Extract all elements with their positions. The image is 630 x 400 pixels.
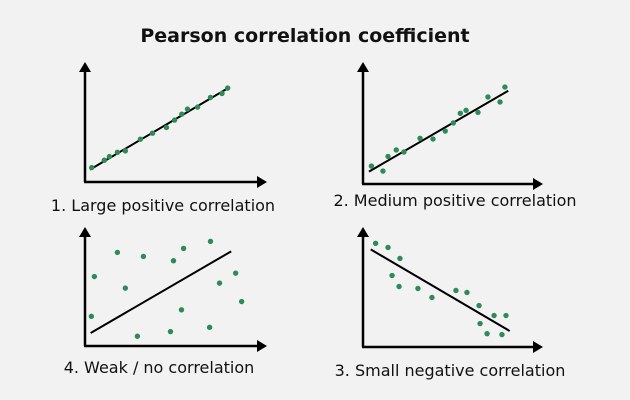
weak-data-point — [91, 273, 98, 280]
weak-x-arrow-icon — [257, 340, 267, 352]
large-positive-data-point — [194, 104, 201, 110]
weak-data-point — [238, 298, 245, 305]
small-negative-data-point — [453, 287, 459, 294]
weak-fit-line — [90, 250, 232, 334]
weak-data-point — [178, 307, 185, 313]
large-positive-y-arrow-icon — [79, 62, 91, 72]
weak-data-point — [206, 324, 213, 331]
small-negative-y-arrow-icon — [357, 227, 369, 237]
large-positive-fit-line — [89, 87, 228, 171]
small-negative-data-point — [372, 240, 379, 247]
medium-positive-x-arrow-icon — [533, 178, 543, 190]
small-negative-data-point — [476, 302, 482, 309]
panel-label-weak: 4. Weak / no correlation — [64, 358, 255, 377]
weak-data-point — [140, 253, 147, 260]
medium-positive-data-point — [417, 135, 423, 142]
panel-label-small-negative: 3. Small negative correlation — [335, 361, 566, 380]
large-positive-data-point — [89, 164, 95, 171]
large-positive-data-point — [106, 153, 113, 160]
medium-positive-data-point — [502, 84, 508, 90]
medium-positive-data-point — [475, 109, 481, 116]
panel-label-medium-positive: 2. Medium positive correlation — [333, 191, 576, 210]
large-positive-data-point — [101, 157, 107, 163]
small-negative-data-point — [415, 285, 421, 292]
medium-positive-data-point — [430, 136, 436, 142]
medium-positive-data-point — [380, 168, 386, 174]
large-positive-x-arrow-icon — [257, 176, 267, 188]
small-negative-fit-line — [370, 248, 511, 332]
weak-data-point — [232, 270, 239, 276]
weak-data-point — [207, 238, 214, 245]
weak-data-point — [114, 249, 121, 256]
medium-positive-data-point — [485, 94, 491, 100]
medium-positive-data-point — [385, 153, 391, 160]
diagram-title: Pearson correlation coefficient — [140, 25, 469, 47]
large-positive-data-point — [219, 90, 225, 97]
weak-data-point — [170, 258, 177, 264]
large-positive-data-point — [184, 106, 191, 112]
weak-y-arrow-icon — [79, 227, 91, 237]
large-positive-data-point — [171, 117, 178, 123]
medium-positive-data-point — [401, 149, 407, 155]
small-negative-data-point — [389, 272, 395, 279]
small-negative-data-point — [464, 289, 470, 296]
medium-positive-data-point — [457, 110, 463, 117]
large-positive-data-point — [179, 111, 185, 117]
medium-positive-data-point — [497, 99, 503, 105]
large-positive-data-point — [122, 148, 129, 154]
large-positive-data-point — [149, 130, 156, 136]
large-positive-data-point — [114, 149, 121, 155]
small-negative-data-point — [385, 244, 391, 251]
large-positive-data-point — [163, 124, 170, 131]
weak-data-point — [122, 285, 129, 291]
large-positive-data-point — [137, 136, 144, 142]
medium-positive-data-point — [450, 120, 456, 126]
small-negative-x-arrow-icon — [533, 341, 543, 353]
medium-positive-data-point — [442, 128, 448, 134]
small-negative-data-point — [499, 331, 505, 338]
small-negative-data-point — [477, 320, 483, 327]
medium-positive-fit-line — [368, 89, 509, 173]
medium-positive-data-point — [463, 107, 469, 114]
weak-data-point — [216, 280, 223, 286]
small-negative-data-point — [503, 312, 509, 319]
small-negative-data-point — [484, 330, 490, 337]
small-negative-data-point — [396, 283, 402, 290]
weak-data-point — [134, 333, 141, 339]
large-positive-data-point — [207, 94, 214, 101]
small-negative-data-point — [491, 312, 497, 319]
small-negative-data-point — [397, 255, 403, 262]
medium-positive-data-point — [368, 163, 375, 169]
weak-data-point — [180, 245, 187, 252]
panel-label-large-positive: 1. Large positive correlation — [51, 196, 275, 215]
medium-positive-data-point — [393, 147, 399, 153]
weak-data-point — [88, 313, 95, 320]
large-positive-data-point — [224, 85, 231, 91]
small-negative-data-point — [429, 294, 435, 301]
medium-positive-y-arrow-icon — [357, 62, 369, 72]
weak-data-point — [167, 328, 174, 335]
